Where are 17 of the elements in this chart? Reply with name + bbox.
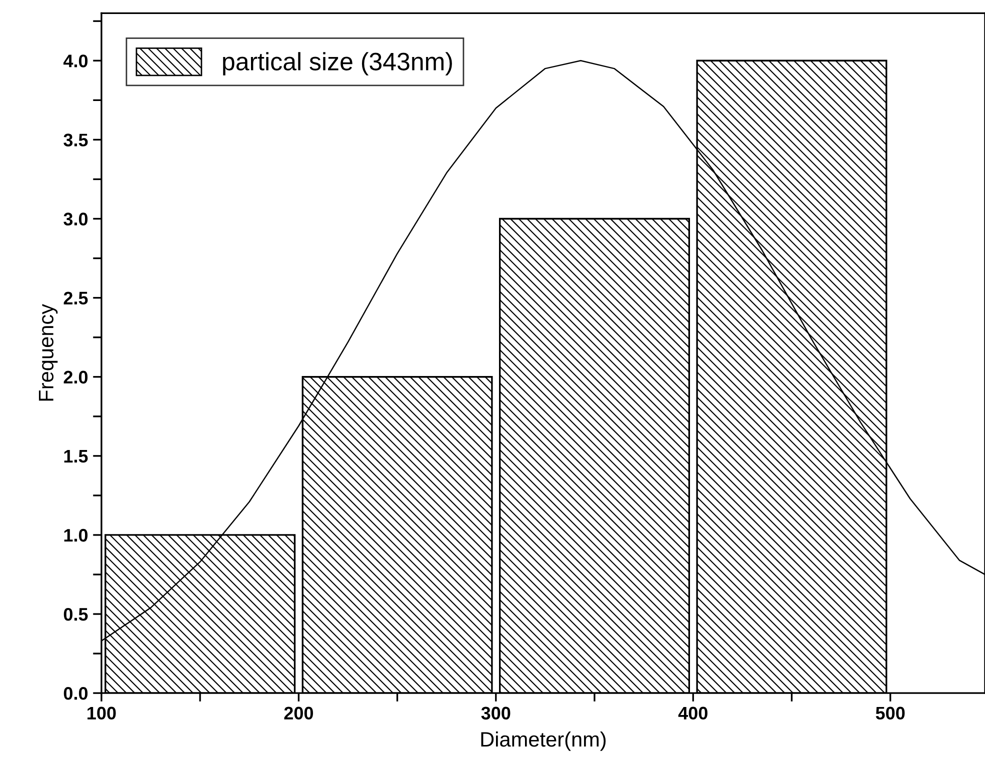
x-tick-label: 400 [678, 706, 708, 720]
x-tick-label: 300 [481, 706, 510, 720]
x-tick-label: 200 [284, 706, 313, 720]
y-tick-label: 3.0 [64, 212, 88, 226]
legend-label: partical size (343nm) [223, 52, 452, 76]
y-tick-label: 1.5 [64, 450, 88, 463]
y-axis-title: Frequency [38, 304, 58, 401]
y-tick-label: 3.5 [64, 134, 88, 146]
y-tick-label: 2.5 [64, 292, 88, 305]
x-axis-title: Diameter(nm) [481, 731, 606, 751]
y-tick-label: 1.0 [64, 528, 88, 542]
y-tick-label: 4.0 [63, 54, 88, 68]
y-tick-label: 0.5 [64, 608, 88, 621]
x-tick-label: 100 [88, 706, 116, 720]
y-tick-label: 0.0 [64, 687, 88, 700]
x-tick-label: 500 [876, 706, 905, 720]
y-tick-label: 2.0 [64, 370, 88, 384]
